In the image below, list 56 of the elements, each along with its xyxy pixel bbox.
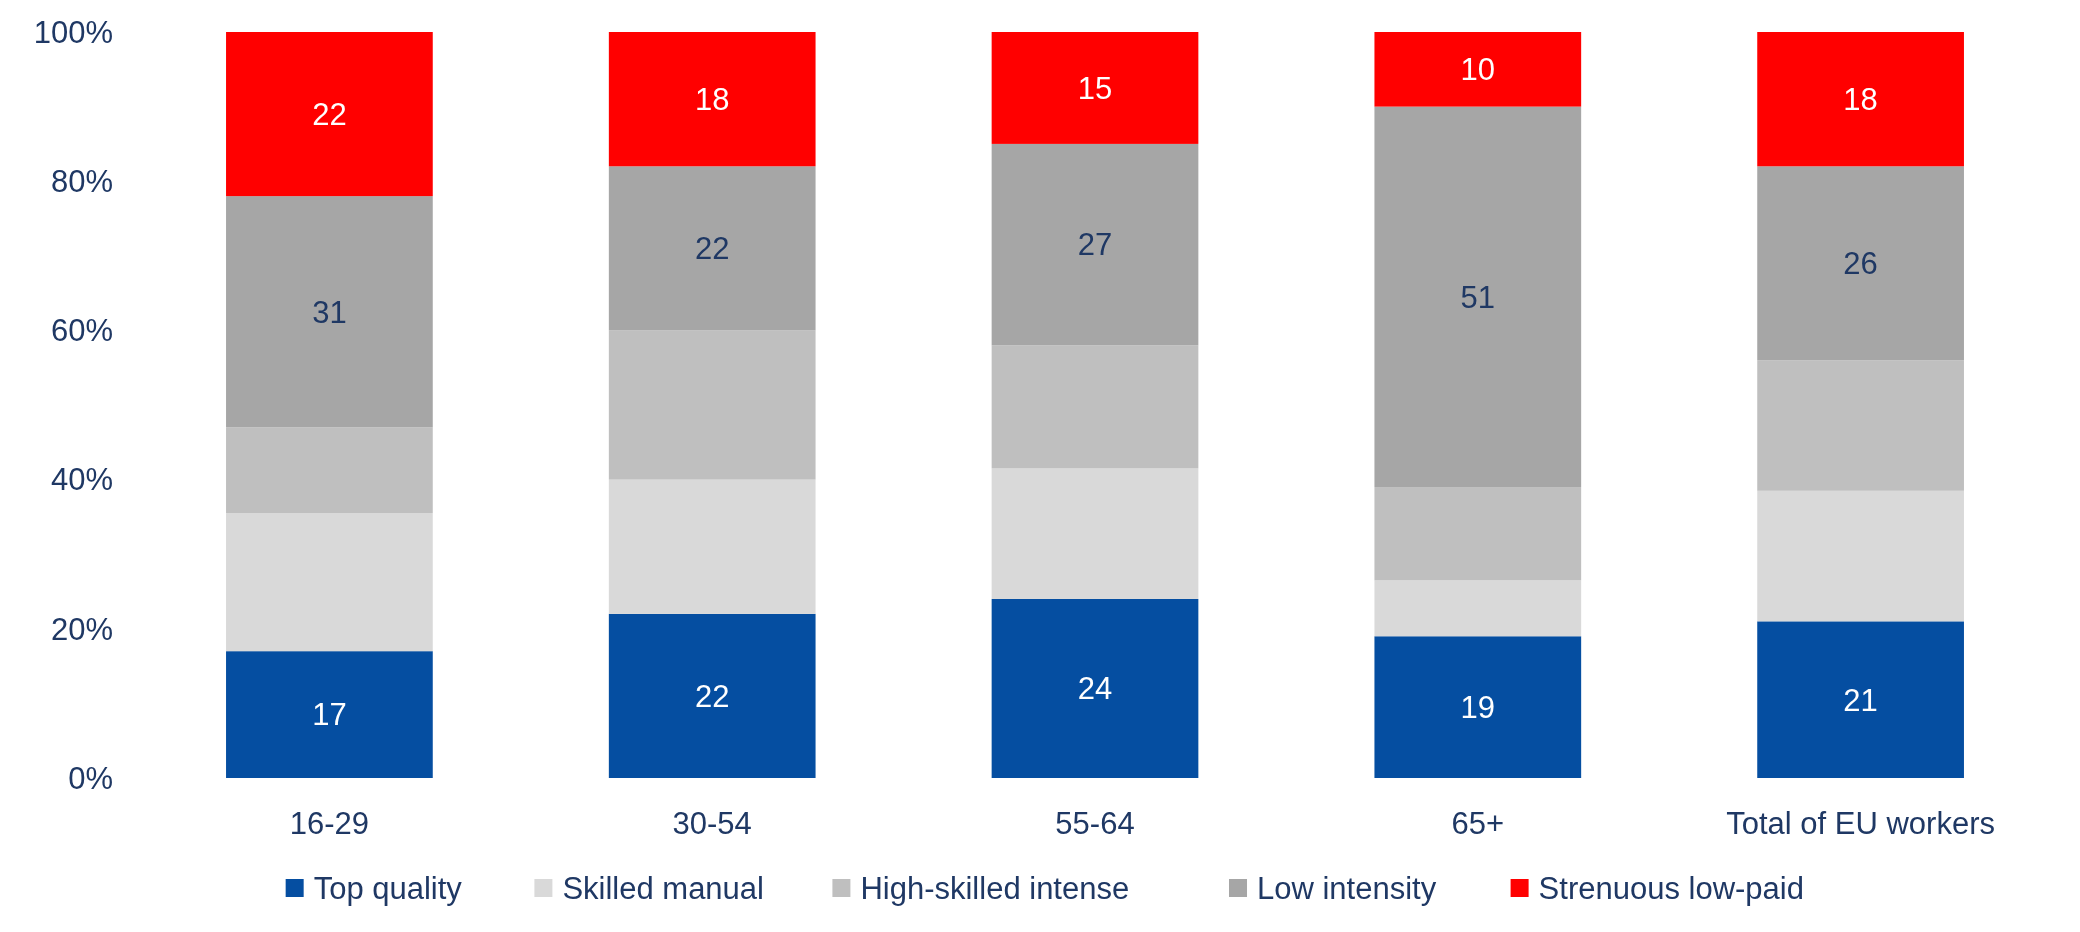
bar (608, 330, 816, 480)
y-tick-label: 100% (33, 14, 113, 50)
y-tick-label: 60% (50, 313, 113, 349)
x-tick-label: 55-64 (1055, 805, 1135, 841)
bar (226, 196, 433, 428)
bar (991, 143, 1199, 346)
data-label: 27 (1077, 227, 1113, 263)
bar (991, 468, 1199, 599)
bar (1374, 32, 1582, 107)
bar (226, 513, 433, 652)
bar (1757, 621, 1964, 778)
bar (1757, 166, 1964, 361)
bar (1757, 490, 1964, 622)
data-label: 22 (694, 231, 730, 267)
legend-label: Skilled manual (562, 870, 764, 906)
bar (991, 32, 1199, 144)
data-label: 19 (1460, 689, 1496, 725)
x-tick-label: 16-29 (289, 805, 370, 841)
data-label: 18 (1843, 81, 1878, 117)
bar (226, 427, 433, 514)
x-tick-label: 65+ (1451, 805, 1505, 841)
bar (1374, 106, 1582, 488)
data-label: 17 (312, 697, 347, 733)
legend-label: High-skilled intense (860, 870, 1130, 906)
data-label: 21 (1843, 682, 1878, 718)
y-tick-label: 20% (50, 611, 113, 647)
bar (608, 166, 816, 331)
legend-label: Strenuous low-paid (1538, 870, 1804, 906)
y-tick-label: 40% (50, 462, 113, 498)
bar (608, 479, 816, 614)
bar (991, 345, 1199, 469)
x-tick-label: Total of EU workers (1726, 805, 1995, 841)
bar (226, 651, 433, 778)
bar (1374, 487, 1582, 581)
bar (608, 613, 816, 778)
bar (1374, 580, 1582, 637)
data-label: 15 (1077, 70, 1113, 106)
bar (608, 32, 816, 167)
bar (1757, 360, 1964, 491)
data-label: 26 (1843, 246, 1878, 282)
bar (1374, 636, 1582, 778)
data-label: 22 (312, 96, 347, 132)
legend-label: Top quality (313, 870, 463, 906)
data-label: 18 (694, 81, 730, 117)
bar (1757, 32, 1964, 167)
y-tick-label: 0% (68, 760, 113, 796)
y-tick-label: 80% (50, 164, 113, 200)
data-label: 51 (1460, 279, 1496, 315)
data-label: 22 (694, 678, 730, 714)
x-tick-label: 30-54 (672, 805, 752, 841)
bar (991, 598, 1199, 778)
data-label: 10 (1460, 52, 1496, 88)
legend-label: Low intensity (1257, 870, 1437, 906)
bar (226, 32, 433, 197)
data-label: 31 (312, 294, 347, 330)
data-label: 24 (1077, 671, 1113, 707)
